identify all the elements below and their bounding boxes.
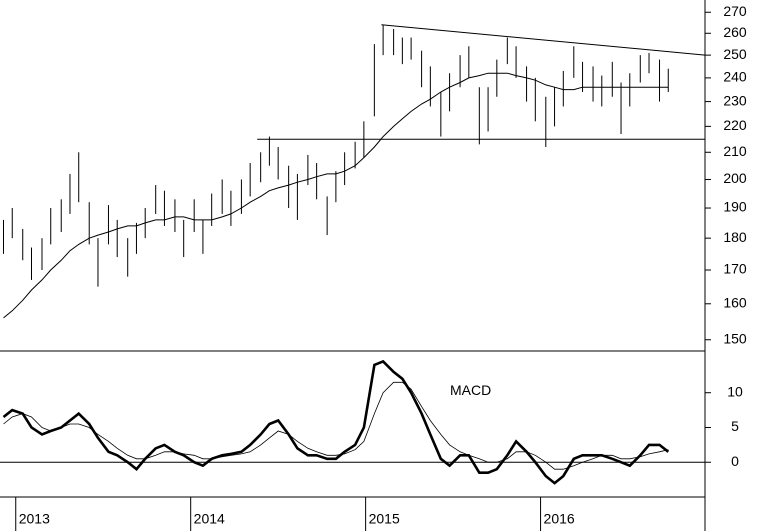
y-tick-label: 160 (723, 294, 747, 310)
y-tick-label: 10 (727, 383, 743, 399)
x-tick-label: 2015 (369, 511, 400, 527)
y-tick-label: 220 (723, 117, 747, 133)
y-tick-label: 270 (723, 3, 747, 19)
annotation: MACD (450, 382, 491, 398)
trend-line (381, 24, 706, 56)
y-tick-label: 230 (723, 92, 747, 108)
macd-line (2, 359, 670, 485)
y-tick-label: 250 (723, 46, 747, 62)
macd-line (3, 381, 669, 470)
y-tick-label: 150 (723, 330, 747, 346)
y-tick-label: 170 (723, 261, 747, 277)
y-tick-label: 240 (723, 69, 747, 85)
x-tick-label: 2014 (194, 511, 225, 527)
y-tick-label: 0 (731, 453, 739, 469)
x-tick-label: 2013 (19, 511, 50, 527)
moving-average (3, 72, 669, 319)
y-tick-label: 190 (723, 199, 747, 215)
y-tick-label: 5 (731, 418, 739, 434)
y-tick-label: 210 (723, 143, 747, 159)
y-tick-label: 200 (723, 170, 747, 186)
y-tick-label: 180 (723, 229, 747, 245)
y-tick-label: 260 (723, 24, 747, 40)
x-tick-label: 2016 (544, 511, 575, 527)
